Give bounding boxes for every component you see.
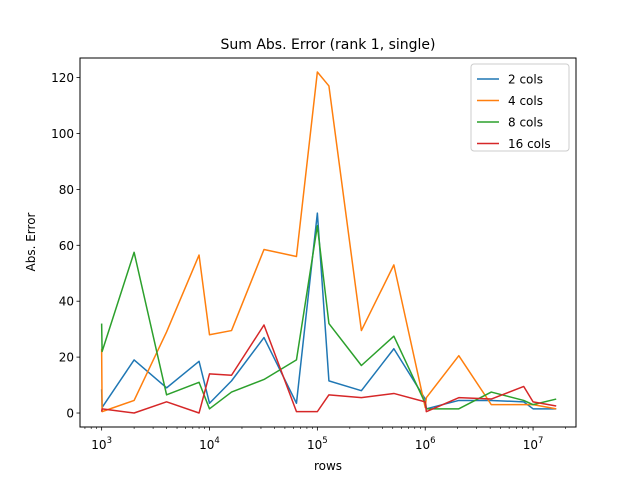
x-axis-label: rows xyxy=(314,459,342,473)
x-tick-label: 107 xyxy=(523,436,544,452)
legend-label: 8 cols xyxy=(508,116,543,130)
y-tick-label: 40 xyxy=(59,295,74,309)
legend-label: 16 cols xyxy=(508,137,551,151)
legend-box xyxy=(470,63,570,152)
y-axis: 0 20 40 60 80 100 120 xyxy=(51,71,80,421)
axes-frame xyxy=(79,57,577,428)
y-tick-label: 100 xyxy=(51,127,74,141)
y-axis-label: Abs. Error xyxy=(24,212,38,271)
legend-label: 2 cols xyxy=(508,73,543,87)
series-line-3 xyxy=(100,324,557,414)
y-tick-label: 80 xyxy=(59,183,74,197)
y-tick-label: 0 xyxy=(66,407,74,421)
y-tick-label: 20 xyxy=(59,351,74,365)
legend-label: 4 cols xyxy=(508,94,543,108)
y-tick-label: 120 xyxy=(51,71,74,85)
legend: 2 cols 4 cols 8 cols 16 cols xyxy=(470,63,570,152)
x-tick-label: 106 xyxy=(415,436,436,452)
series-line-2 xyxy=(100,224,557,410)
x-tick-label: 103 xyxy=(91,436,112,452)
chart-title: Sum Abs. Error (rank 1, single) xyxy=(220,37,435,53)
x-tick-label: 105 xyxy=(307,436,328,452)
series-line-1 xyxy=(100,71,557,413)
y-tick-label: 60 xyxy=(59,239,74,253)
plot-area xyxy=(100,71,557,414)
series-line-0 xyxy=(100,212,557,410)
x-axis: 103 104 105 106 107 xyxy=(84,427,566,452)
x-tick-label: 104 xyxy=(199,436,220,452)
